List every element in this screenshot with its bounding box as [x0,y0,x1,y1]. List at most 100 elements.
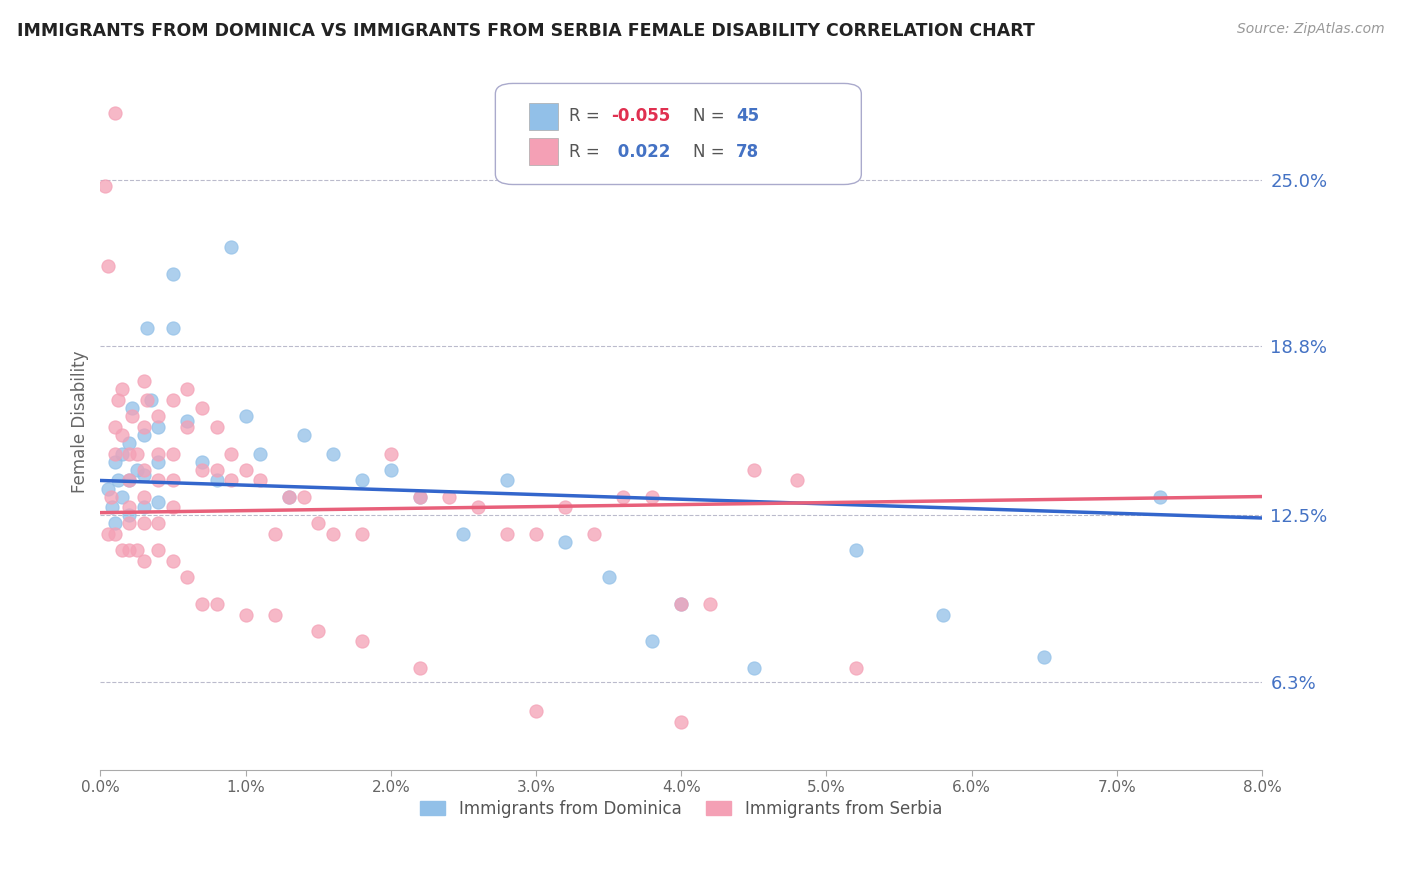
Point [931,607,953,622]
Point [135,392,157,407]
Point [148,543,170,558]
Point [132,516,155,531]
Point [111,543,134,558]
Text: R =: R = [568,143,605,161]
Point [844,543,866,558]
Point [118,508,141,523]
Y-axis label: Female Disability: Female Disability [72,351,89,492]
Point [97,482,120,496]
Point [598,570,620,584]
Point [118,447,141,461]
Point [111,382,134,396]
Point [132,490,155,504]
Text: -0.055: -0.055 [612,107,671,126]
Point [409,490,432,504]
Point [1149,490,1171,504]
Point [554,500,576,515]
Point [104,447,127,461]
Point [148,455,170,469]
Point [104,527,127,541]
Bar [529,138,558,165]
Point [263,607,285,622]
Point [93,178,115,193]
Point [1033,650,1056,665]
Point [278,490,301,504]
Point [148,495,170,509]
Point [453,527,475,541]
Point [132,554,155,568]
Point [132,468,155,483]
Point [111,428,134,442]
Point [104,516,127,531]
Point [132,374,155,388]
Point [671,597,693,611]
Point [205,420,228,434]
Point [100,490,122,504]
Point [307,624,329,638]
Point [118,543,141,558]
Point [132,420,155,434]
Point [118,500,141,515]
Text: N =: N = [693,143,730,161]
Point [162,554,184,568]
Point [125,463,148,477]
Point [219,474,242,488]
Point [307,516,329,531]
Point [104,420,127,434]
Point [524,527,547,541]
Point [101,500,124,515]
Bar [529,103,558,129]
Point [322,447,344,461]
Point [125,447,148,461]
Point [191,597,214,611]
Point [118,516,141,531]
Point [191,463,214,477]
Point [107,392,129,407]
Point [844,661,866,675]
Point [205,463,228,477]
Point [148,409,170,424]
Point [496,474,519,488]
Point [786,474,808,488]
Text: Source: ZipAtlas.com: Source: ZipAtlas.com [1237,22,1385,37]
Point [641,634,664,648]
FancyBboxPatch shape [495,84,862,185]
Point [641,490,664,504]
Point [437,490,460,504]
Point [467,500,489,515]
Point [104,455,127,469]
Point [111,490,134,504]
Point [742,463,765,477]
Point [162,447,184,461]
Point [125,543,148,558]
Point [132,463,155,477]
Point [191,401,214,415]
Point [742,661,765,675]
Point [176,382,198,396]
Text: R =: R = [568,107,605,126]
Point [671,597,693,611]
Point [118,474,141,488]
Point [205,474,228,488]
Point [162,500,184,515]
Point [148,474,170,488]
Point [97,527,120,541]
Point [496,527,519,541]
Text: IMMIGRANTS FROM DOMINICA VS IMMIGRANTS FROM SERBIA FEMALE DISABILITY CORRELATION: IMMIGRANTS FROM DOMINICA VS IMMIGRANTS F… [17,22,1035,40]
Point [249,474,271,488]
Point [104,106,127,120]
Point [322,527,344,541]
Point [409,490,432,504]
Point [671,714,693,729]
Point [249,447,271,461]
Legend: Immigrants from Dominica, Immigrants from Serbia: Immigrants from Dominica, Immigrants fro… [413,793,949,824]
Point [350,634,373,648]
Point [176,420,198,434]
Point [191,455,214,469]
Point [524,704,547,718]
Point [612,490,634,504]
Point [583,527,606,541]
Point [380,447,402,461]
Point [409,661,432,675]
Text: N =: N = [693,107,730,126]
